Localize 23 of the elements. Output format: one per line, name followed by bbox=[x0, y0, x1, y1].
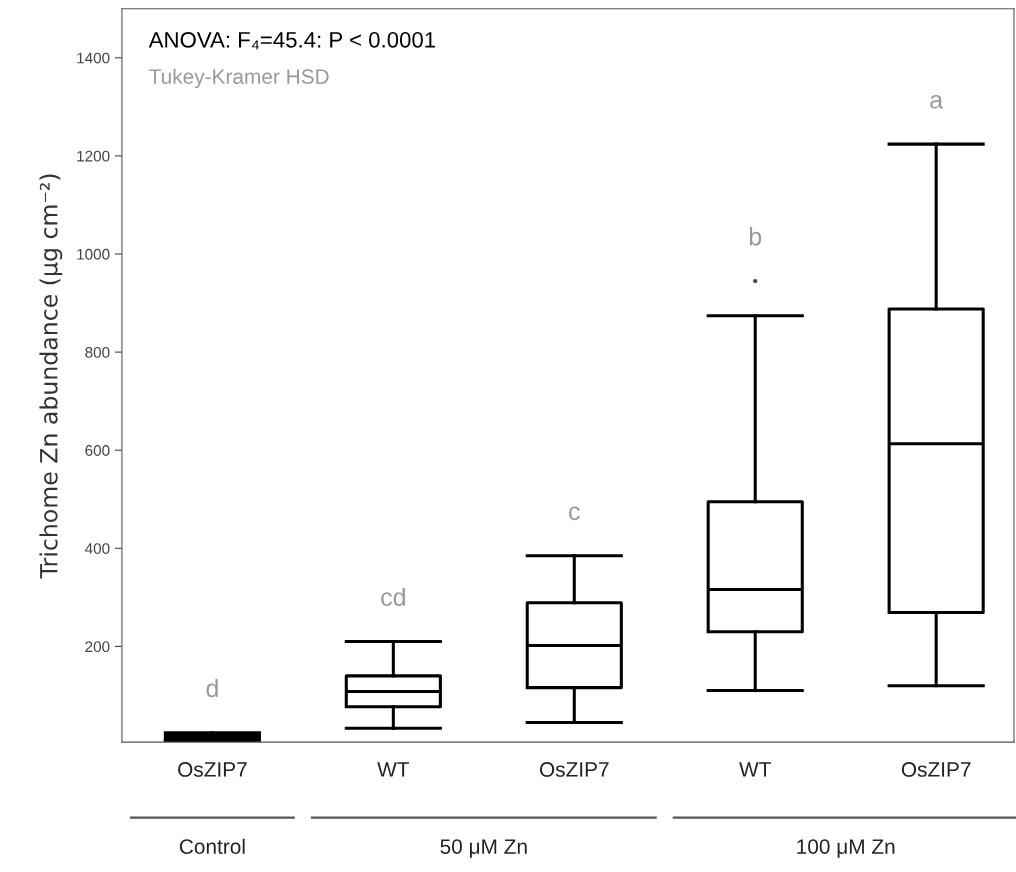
annotation: d bbox=[206, 678, 218, 698]
x-tick-label: OsZIP7 bbox=[901, 762, 971, 777]
annotation: c bbox=[569, 506, 580, 521]
y-tick-label: 1200 bbox=[77, 150, 110, 162]
text: 100 μM Zn bbox=[797, 839, 895, 858]
x-tick-label: WT bbox=[377, 762, 410, 777]
x-tick-label: OsZIP7 bbox=[178, 762, 247, 777]
y-tick-label: 1000 bbox=[77, 248, 110, 260]
annotation: cd bbox=[381, 587, 405, 607]
annotation: ANOVA: F₄=45.4: P < 0.0001 bbox=[148, 31, 436, 50]
y-tick-label: 400 bbox=[84, 543, 110, 554]
y-tick-label: 800 bbox=[85, 346, 110, 358]
annotation: b bbox=[749, 227, 762, 246]
y-tick-label: 200 bbox=[85, 641, 110, 653]
text: Control bbox=[179, 838, 245, 854]
annotation: a bbox=[930, 94, 944, 109]
x-tick-label: OsZIP7 bbox=[539, 762, 609, 777]
y-axis-title: Trichome Zn abundance (μg cm⁻²) bbox=[39, 174, 63, 579]
annotation: Tukey-Kramer HSD bbox=[149, 68, 329, 89]
y-tick-label: 600 bbox=[85, 445, 110, 456]
x-tick-label: WT bbox=[739, 762, 771, 777]
text: 50 μM Zn bbox=[440, 839, 527, 858]
y-tick-label: 1400 bbox=[77, 52, 110, 64]
